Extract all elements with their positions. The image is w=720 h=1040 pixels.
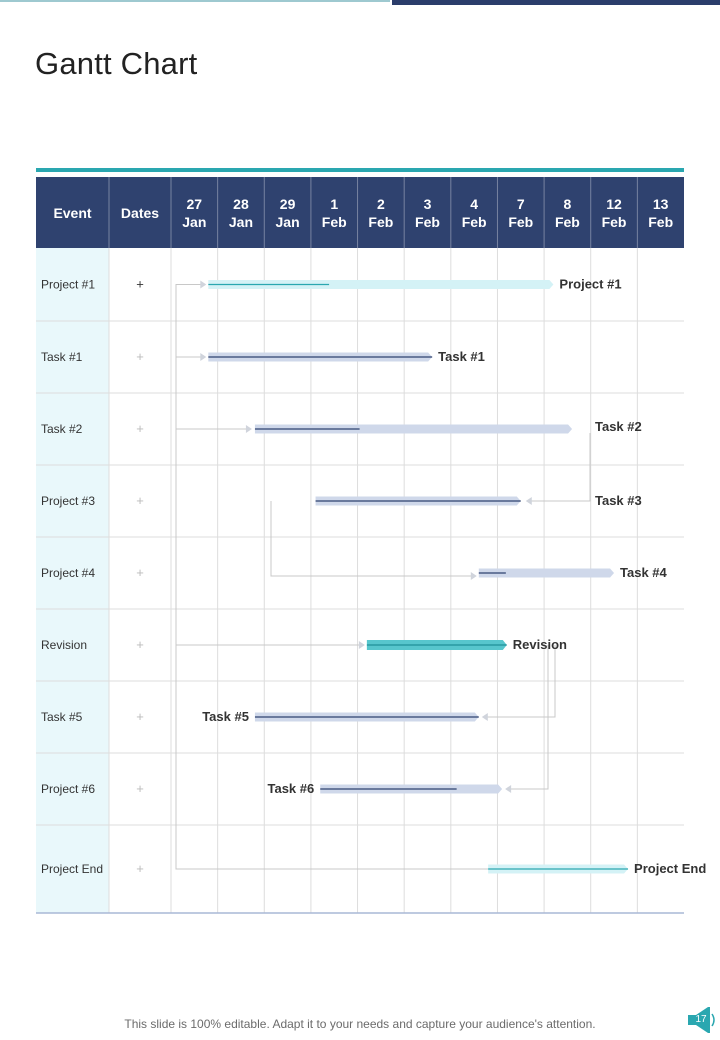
- header-month: Feb: [368, 214, 393, 230]
- gantt-label: Task #3: [595, 493, 642, 508]
- header-month: Feb: [322, 214, 347, 230]
- event-cell: Project #6: [41, 782, 95, 796]
- connector-task3-task4: [270, 501, 473, 577]
- gantt-label: Task #1: [438, 349, 485, 364]
- dates-cell: +: [136, 349, 144, 364]
- event-cell: Project #1: [41, 278, 95, 292]
- arrow-project1: [200, 280, 207, 289]
- dates-cell: +: [136, 861, 144, 876]
- dates-cell: +: [136, 277, 144, 292]
- dates-cell: +: [136, 709, 144, 724]
- gantt-bar: [208, 280, 554, 289]
- header-month: Jan: [229, 214, 253, 230]
- connector-revision-task5: [486, 645, 556, 718]
- event-cell: Revision: [41, 638, 87, 652]
- event-cell: Task #2: [41, 422, 83, 436]
- header-day: 8: [564, 196, 572, 212]
- dates-cell: +: [136, 493, 144, 508]
- header-day: 29: [280, 196, 296, 212]
- top-accent-line: [0, 0, 390, 2]
- header-event: Event: [53, 205, 91, 221]
- connector-task2-task3: [530, 433, 591, 502]
- arrow-task4: [470, 572, 477, 580]
- gantt-label: Task #6: [267, 781, 314, 796]
- dates-cell: +: [136, 637, 144, 652]
- arrow-revision: [358, 641, 365, 649]
- arrow-task6: [505, 785, 512, 793]
- header-dates: Dates: [121, 205, 159, 221]
- gantt-label: Project End: [634, 861, 706, 876]
- header-month: Jan: [182, 214, 206, 230]
- gantt-label: Task #2: [595, 419, 642, 434]
- gantt-label: Task #5: [202, 709, 249, 724]
- header-day: 27: [187, 196, 203, 212]
- header-day: 3: [424, 196, 432, 212]
- footer-note: This slide is 100% editable. Adapt it to…: [124, 1017, 596, 1031]
- arrow-task2: [245, 425, 252, 433]
- header-day: 13: [653, 196, 669, 212]
- event-cell: Task #1: [41, 350, 83, 364]
- table-top-rule: [36, 168, 684, 172]
- gantt-label: Revision: [513, 637, 567, 652]
- header-day: 12: [606, 196, 622, 212]
- arrow-task3: [525, 497, 532, 505]
- header-day: 4: [470, 196, 478, 212]
- event-column-bg: [36, 248, 109, 913]
- header-day: 7: [517, 196, 525, 212]
- header-month: Feb: [602, 214, 627, 230]
- event-cell: Project #3: [41, 494, 95, 508]
- dates-cell: +: [136, 781, 144, 796]
- header-day: 2: [377, 196, 385, 212]
- header-month: Feb: [508, 214, 533, 230]
- event-cell: Task #5: [41, 710, 83, 724]
- top-accent-bar: [392, 0, 720, 5]
- table-header-bg: [36, 177, 684, 248]
- speaker-shape-icon: [688, 1007, 715, 1033]
- page-number-badge: 17: [686, 1005, 716, 1035]
- arrow-task1: [200, 353, 207, 361]
- gantt-label: Task #4: [620, 565, 668, 580]
- event-cell: Project End: [41, 862, 103, 876]
- header-month: Feb: [555, 214, 580, 230]
- dates-cell: +: [136, 421, 144, 436]
- page-title: Gantt Chart: [35, 46, 198, 81]
- event-cell: Project #4: [41, 566, 95, 580]
- gantt-bar: [254, 424, 573, 434]
- dates-cell: +: [136, 565, 144, 580]
- arrow-task5: [481, 713, 488, 721]
- header-month: Jan: [276, 214, 300, 230]
- connector-revision-task6: [510, 645, 549, 790]
- header-month: Feb: [415, 214, 440, 230]
- header-month: Feb: [462, 214, 487, 230]
- header-month: Feb: [648, 214, 673, 230]
- gantt-bar: [478, 568, 615, 578]
- header-day: 28: [233, 196, 249, 212]
- page-number: 17: [695, 1014, 707, 1025]
- header-day: 1: [330, 196, 338, 212]
- connector-main: [175, 284, 489, 870]
- gantt-label: Project #1: [559, 277, 621, 292]
